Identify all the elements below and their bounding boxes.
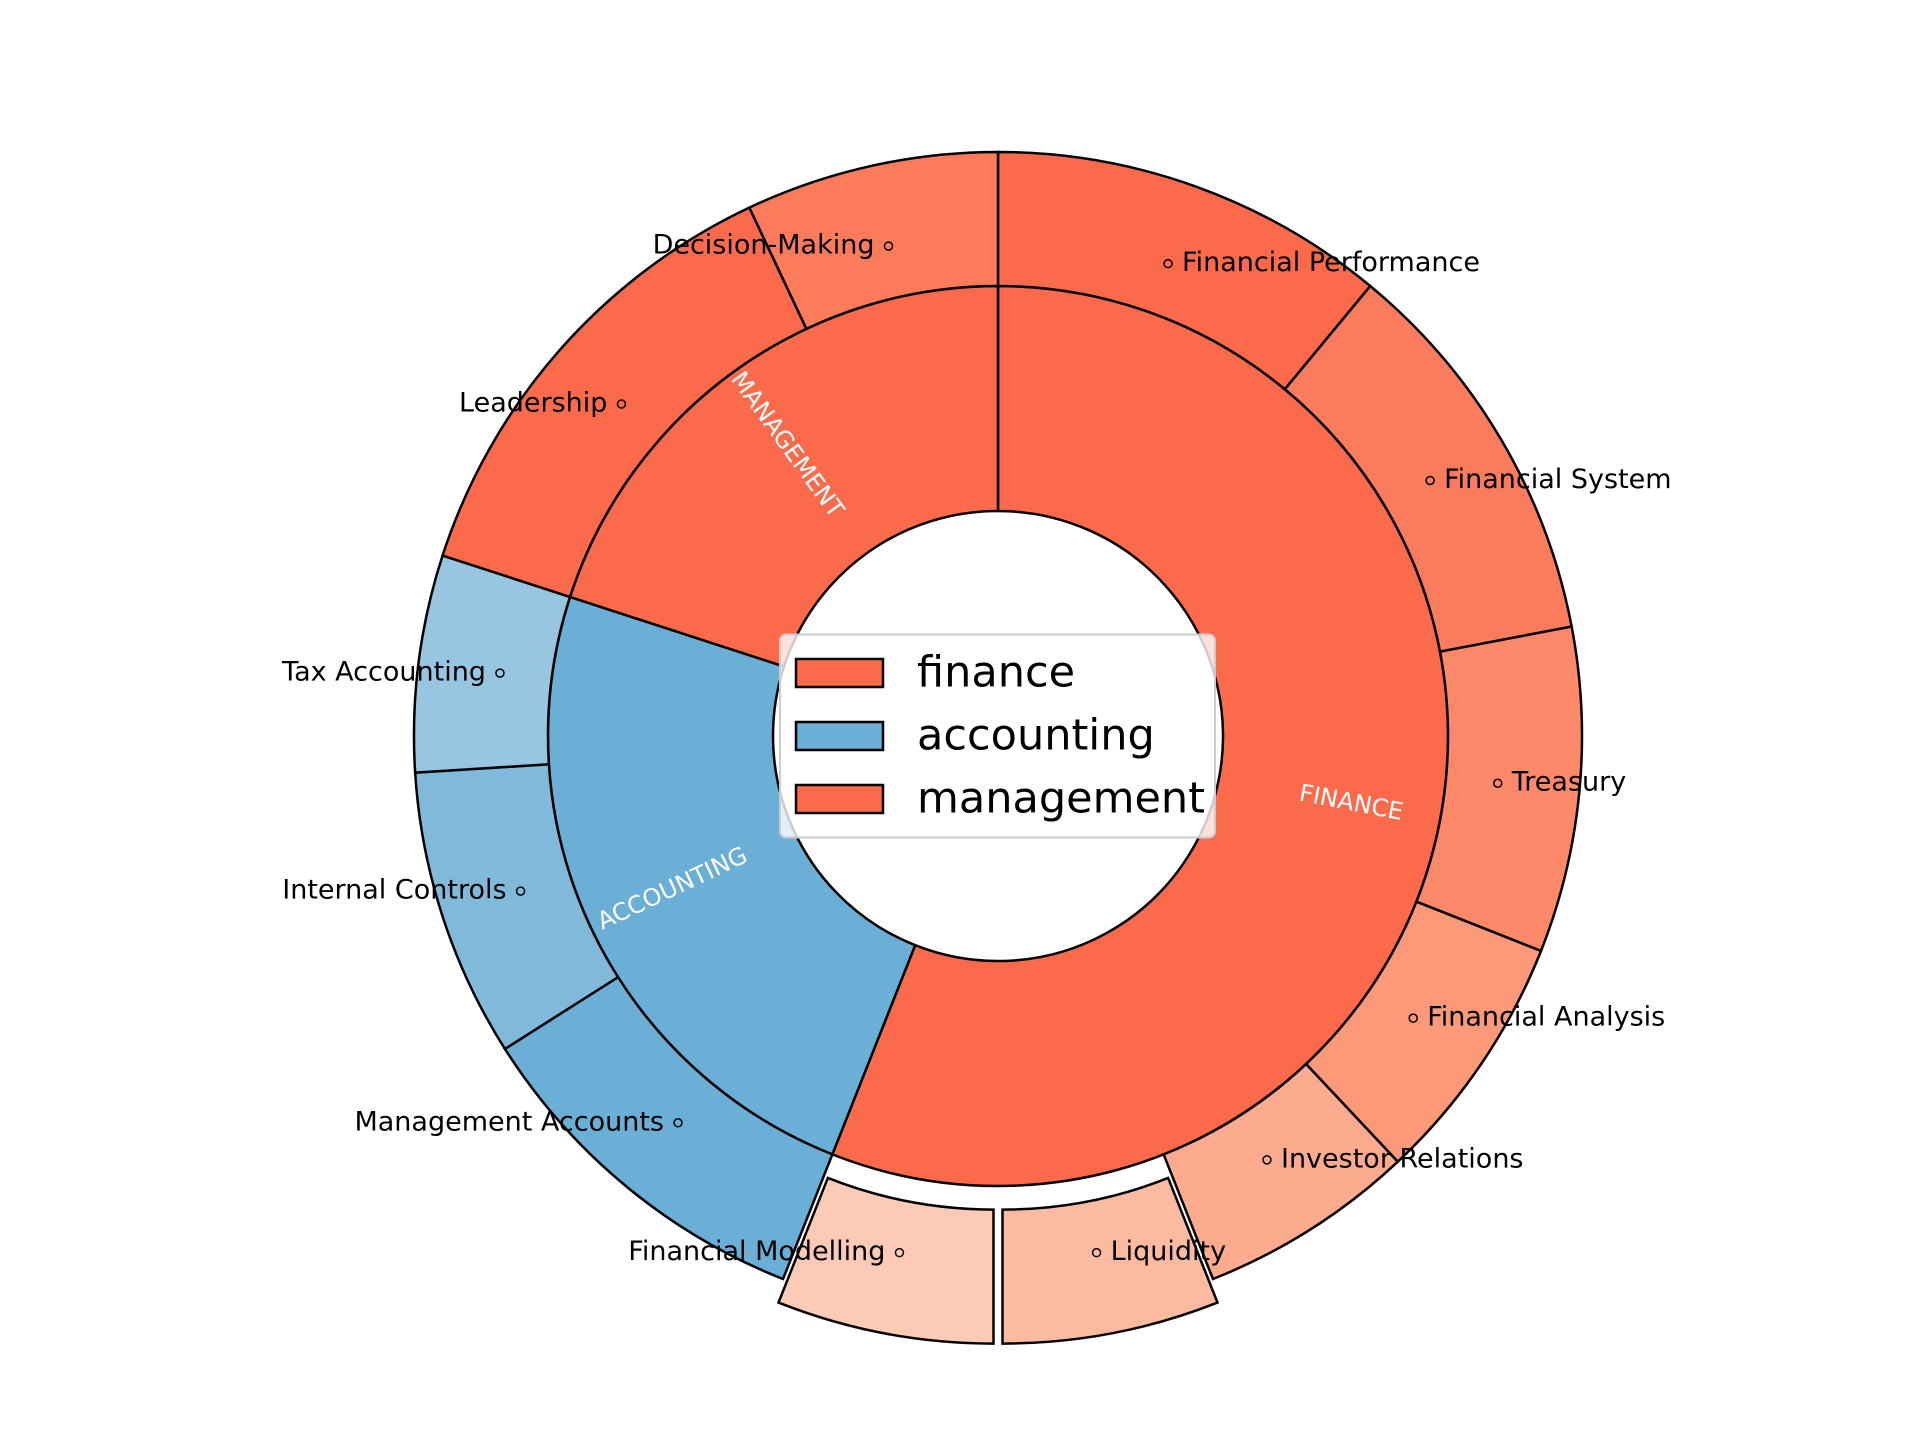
label-marker bbox=[495, 668, 505, 678]
label-marker bbox=[1091, 1247, 1102, 1258]
label-marker bbox=[1408, 1013, 1418, 1023]
outer-label: Tax Accounting bbox=[281, 657, 486, 688]
label-marker bbox=[1163, 258, 1173, 269]
legend-label: accounting bbox=[917, 711, 1155, 761]
label-marker bbox=[1425, 475, 1435, 486]
legend: finance accounting management bbox=[779, 633, 1216, 839]
label-marker bbox=[894, 1247, 905, 1258]
outer-label: Decision-Making bbox=[653, 230, 875, 261]
outer-wedge bbox=[1162, 1062, 1400, 1281]
outer-label: Leadership bbox=[459, 388, 607, 419]
legend-box bbox=[779, 633, 1216, 839]
outer-wedge bbox=[1001, 1176, 1220, 1345]
outer-label: Financial System bbox=[1444, 464, 1672, 495]
outer-label: Management Accounts bbox=[354, 1106, 664, 1137]
legend-swatch bbox=[794, 657, 885, 689]
outer-label: Investor Relations bbox=[1281, 1143, 1524, 1174]
outer-label: Liquidity bbox=[1111, 1236, 1227, 1267]
label-marker bbox=[616, 399, 627, 409]
label-marker bbox=[515, 886, 526, 896]
outer-wedge bbox=[776, 1176, 995, 1345]
legend-label: finance bbox=[917, 648, 1075, 698]
legend-swatch bbox=[794, 783, 885, 815]
legend-swatch bbox=[794, 720, 885, 752]
outer-label: Financial Modelling bbox=[628, 1236, 885, 1267]
label-marker bbox=[1493, 778, 1503, 788]
outer-label: Financial Performance bbox=[1182, 247, 1480, 278]
label-marker bbox=[1262, 1155, 1272, 1165]
outer-label: Treasury bbox=[1511, 767, 1626, 798]
outer-label: Internal Controls bbox=[282, 875, 506, 906]
label-marker bbox=[883, 241, 894, 251]
outer-label: Financial Analysis bbox=[1427, 1002, 1665, 1033]
label-marker bbox=[673, 1118, 683, 1128]
legend-label: management bbox=[917, 774, 1205, 824]
outer-wedge bbox=[747, 150, 1000, 331]
